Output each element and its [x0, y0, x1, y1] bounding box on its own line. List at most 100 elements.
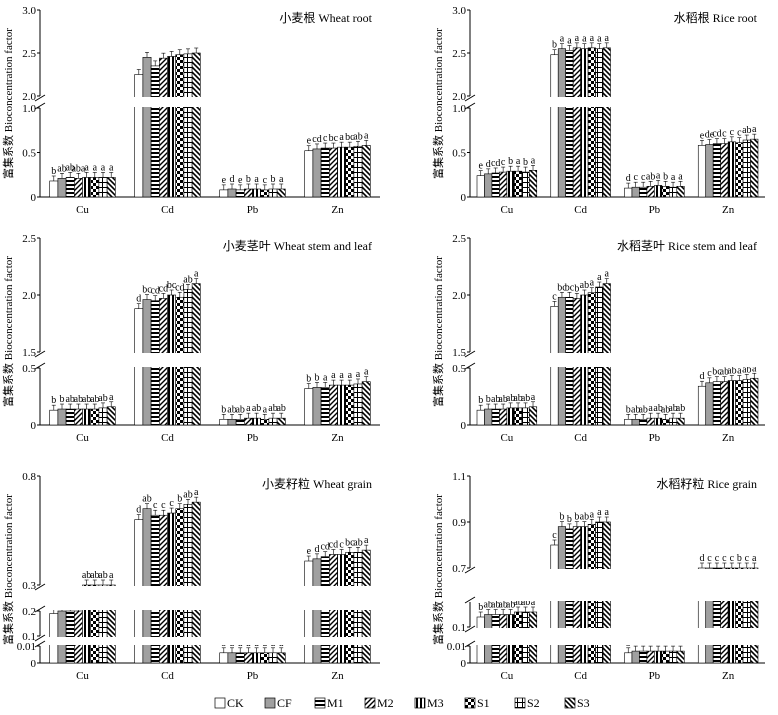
significance-letter: c: [722, 553, 727, 564]
significance-letter: a: [109, 162, 114, 173]
significance-letter: b: [626, 404, 631, 415]
axis-break-mark: [464, 94, 476, 110]
break-gap: [623, 628, 686, 645]
axis-break-mark: [34, 350, 46, 370]
break-gap: [476, 628, 538, 645]
bar: [528, 170, 538, 198]
bar: [183, 53, 193, 198]
y-tick-label: 0.7: [452, 563, 466, 575]
x-category-label: Pb: [247, 432, 259, 444]
significance-letter: ab: [98, 393, 107, 404]
significance-letter: e: [238, 175, 243, 186]
chart-title: 水稻茎叶 Rice stem and leaf: [617, 239, 757, 253]
chart-wheat-grain: 0 0.010.1 0.2 0.3 0.8 富集系数 Bioconcentration f…: [1, 471, 380, 682]
y-tick-label: 2.0: [452, 290, 466, 302]
bar: [676, 417, 685, 426]
significance-letter: a: [254, 174, 259, 185]
x-category-label: Cu: [76, 432, 89, 444]
y-tick-label: 3.0: [22, 5, 36, 17]
bar: [345, 146, 355, 198]
significance-letter: b: [737, 553, 742, 564]
significance-letter: ab: [727, 366, 736, 377]
significance-letter: ab: [227, 404, 236, 415]
bar: [260, 189, 270, 198]
significance-letter: cd: [175, 282, 184, 293]
significance-letter: e: [307, 546, 312, 557]
bar: [337, 384, 346, 426]
legend-swatch: [314, 697, 326, 709]
bar: [57, 408, 67, 426]
bar: [669, 417, 678, 426]
significance-letter: ab: [676, 403, 685, 414]
axis-break-mark: [34, 94, 46, 110]
y-tick-label: 2.0: [452, 91, 466, 103]
y-axis-label: 富集系数 Bioconcentration factor: [1, 494, 15, 645]
significance-letter: ab: [82, 570, 91, 581]
axis-break-mark: [464, 566, 476, 604]
bar: [98, 407, 108, 426]
bar: [312, 148, 322, 198]
significance-letter: c: [169, 498, 174, 509]
legend-swatch: [364, 697, 376, 709]
significance-letter: ab: [498, 394, 507, 405]
bar: [74, 178, 83, 198]
y-axis-label: 富集系数 Bioconcentration factor: [1, 256, 15, 407]
bar: [276, 417, 286, 426]
bar: [705, 382, 714, 426]
x-category-label: Pb: [649, 204, 661, 216]
bar: [74, 408, 83, 426]
bar: [646, 417, 655, 426]
legend: CK CF M1 M2 M3 S1 S2 S3: [214, 696, 590, 710]
y-tick-label: 0.5: [22, 363, 36, 375]
significance-letter: bc: [329, 133, 339, 144]
significance-letter: b: [567, 514, 572, 525]
bar: [712, 381, 721, 426]
bar: [175, 54, 185, 198]
bar: [565, 50, 574, 198]
significance-letter: a: [364, 367, 369, 378]
break-gap: [48, 637, 117, 645]
y-tick-label: 1.1: [452, 471, 466, 483]
chart-title: 水稻籽粒 Rice grain: [656, 476, 757, 491]
bar: [345, 384, 355, 426]
legend-swatch: [414, 697, 426, 709]
bar: [521, 407, 530, 426]
significance-letter: ab: [513, 393, 522, 404]
y-tick-label: 0.9: [452, 517, 466, 529]
significance-letter: a: [597, 272, 602, 283]
significance-letter: ab: [142, 494, 151, 505]
significance-letter: a: [605, 269, 610, 280]
significance-letter: cd: [329, 539, 338, 550]
bar: [191, 52, 201, 198]
y-tick-label: 0: [31, 192, 37, 204]
bar: [646, 650, 655, 664]
axis-break-mark: [464, 625, 476, 648]
y-tick-label: 3.0: [452, 5, 466, 17]
x-category-label: Cu: [76, 204, 89, 216]
significance-letter: ab: [268, 403, 277, 414]
bar: [227, 188, 237, 198]
significance-letter: d: [136, 505, 141, 516]
significance-letter: b: [574, 512, 579, 523]
chart-rice-grain: 0 0.01 0.1 0.7 0.9 1.1 富集系数 Bioconcentration f…: [431, 471, 765, 682]
significance-letter: c: [339, 539, 344, 550]
bar: [235, 418, 245, 426]
significance-letter: b: [508, 156, 513, 167]
bar: [235, 652, 245, 664]
bar: [268, 417, 278, 426]
bar: [219, 189, 229, 198]
significance-letter: b: [478, 602, 483, 613]
break-gap: [697, 569, 759, 601]
significance-letter: ab: [353, 131, 362, 142]
chart-title: 水稻根 Rice root: [674, 11, 758, 25]
significance-letter: a: [93, 162, 98, 173]
y-tick-label: 1.5: [452, 347, 466, 359]
bar: [328, 384, 338, 426]
x-category-label: Zn: [722, 670, 735, 682]
bar: [602, 47, 611, 198]
significance-letter: cd: [312, 134, 321, 145]
significance-letter: b: [523, 157, 528, 168]
x-category-label: Zn: [331, 432, 344, 444]
y-tick-label: 0: [31, 658, 37, 670]
significance-letter: a: [516, 156, 521, 167]
